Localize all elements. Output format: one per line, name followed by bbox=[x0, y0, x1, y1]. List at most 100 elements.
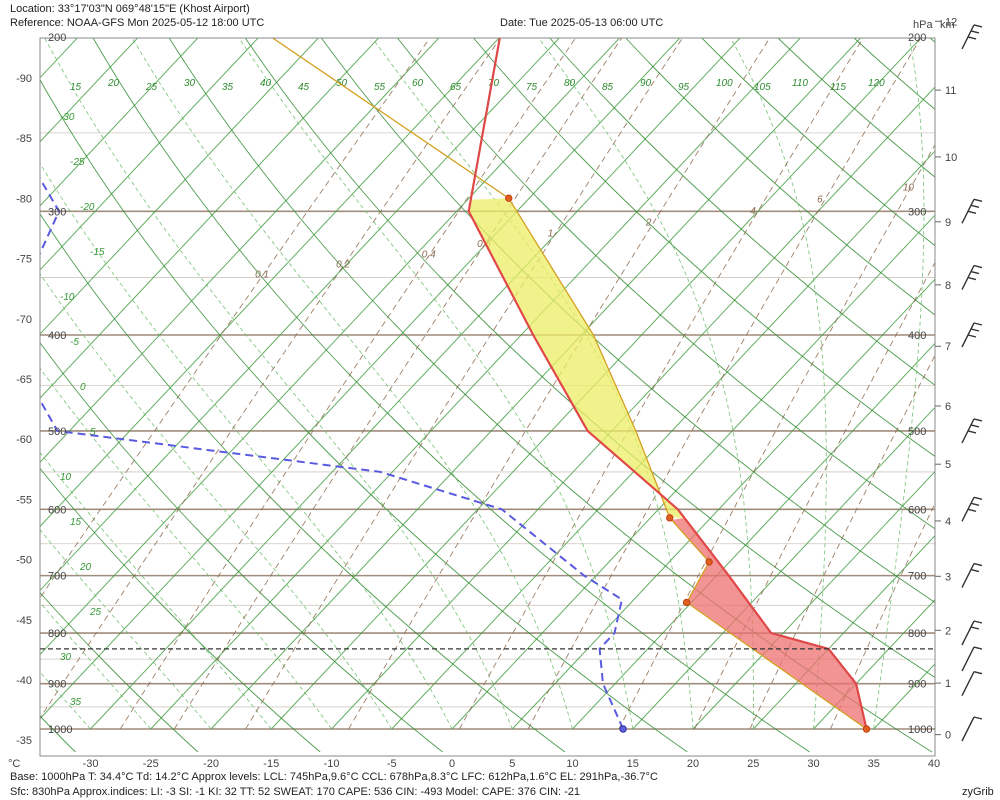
moist-adiabat-line bbox=[371, 38, 694, 730]
dry-adiabat-label: 20 bbox=[107, 78, 120, 89]
moist-adiabat-label: -15 bbox=[90, 247, 105, 258]
cin-area bbox=[671, 517, 867, 729]
isotherm-line bbox=[933, 727, 935, 730]
moist-adiabat-label: 0 bbox=[80, 382, 86, 393]
left-axis-tick-label: -60 bbox=[16, 434, 32, 446]
mixing-ratio-line bbox=[749, 354, 935, 730]
mixing-ratio-line bbox=[527, 38, 922, 730]
level-marker bbox=[862, 725, 871, 733]
moist-adiabat-label: 10 bbox=[60, 472, 72, 483]
temperature-curve bbox=[467, 38, 868, 730]
mixing-ratio-label: 10 bbox=[903, 183, 915, 194]
moist-adiabat-label: -10 bbox=[60, 292, 75, 303]
mixing-ratio-label: 0.4 bbox=[422, 249, 436, 260]
height-tick-label: 6 bbox=[945, 401, 951, 413]
moist-adiabat-line bbox=[238, 38, 634, 730]
pressure-label-right: 600 bbox=[908, 504, 926, 516]
wind-barb bbox=[961, 496, 983, 522]
parcel-curve bbox=[271, 38, 867, 730]
height-tick-label: 10 bbox=[945, 152, 957, 164]
wind-barb-feather bbox=[970, 502, 980, 506]
mixing-ratio-line bbox=[245, 38, 684, 730]
wind-barb bbox=[961, 620, 983, 646]
isotherm-line bbox=[40, 38, 560, 592]
dry-adiabat-line bbox=[40, 467, 321, 753]
dry-adiabat-line bbox=[40, 342, 443, 753]
bottom-axis-tick-label: -20 bbox=[203, 758, 219, 770]
wind-barb-feather bbox=[967, 276, 977, 281]
dry-adiabat-line bbox=[92, 38, 810, 753]
dry-adiabat-line bbox=[321, 38, 935, 604]
dewpoint-base-marker bbox=[619, 725, 627, 733]
wind-barb bbox=[961, 418, 983, 444]
wind-barb-feather bbox=[970, 30, 980, 34]
bottom-axis-tick-label: 10 bbox=[566, 758, 578, 770]
dry-adiabat-line bbox=[40, 213, 566, 753]
bottom-axis-tick-label: 20 bbox=[687, 758, 699, 770]
height-tick-label: 11 bbox=[945, 85, 956, 97]
pressure-label-left: 300 bbox=[48, 206, 66, 218]
moist-adiabat-line bbox=[40, 671, 91, 730]
dry-adiabat-line bbox=[549, 38, 935, 386]
wind-barb-feather bbox=[967, 36, 977, 40]
isotherm-line bbox=[90, 38, 741, 730]
dry-adiabat-label: 50 bbox=[336, 78, 348, 89]
wind-barb-feather bbox=[970, 270, 980, 275]
footer-indices: Sfc: 830hPa Approx.indices: LI: -3 SI: -… bbox=[10, 786, 581, 798]
wind-barb-feather bbox=[967, 430, 977, 434]
dry-adiabat-line bbox=[853, 38, 935, 110]
pressure-label-right: 400 bbox=[908, 330, 926, 342]
height-tick-label: 12 bbox=[945, 16, 957, 28]
wind-barb-shaft bbox=[961, 620, 975, 646]
pressure-label-right: 1000 bbox=[908, 724, 932, 736]
dry-adiabat-label: 75 bbox=[526, 82, 538, 93]
wind-barb-shaft bbox=[961, 563, 975, 588]
wind-barb bbox=[961, 322, 983, 348]
level-marker bbox=[666, 514, 674, 522]
mixing-ratio-line bbox=[694, 261, 935, 730]
height-tick-label: 3 bbox=[945, 571, 951, 583]
moist-adiabat-label: -25 bbox=[70, 157, 85, 168]
wind-barb-feather bbox=[973, 646, 983, 650]
km-unit-label: km bbox=[940, 19, 955, 31]
left-axis-tick-label: -80 bbox=[16, 193, 32, 205]
mixing-ratio-label: 2 bbox=[645, 217, 652, 228]
mixing-ratio-line bbox=[173, 38, 623, 730]
pressure-label-left: 700 bbox=[48, 571, 66, 583]
moist-adiabat-line bbox=[40, 273, 393, 730]
isotherm-line bbox=[572, 342, 935, 730]
mixing-ratio-line bbox=[459, 38, 864, 730]
wind-barb-shaft bbox=[961, 671, 975, 697]
pressure-label-left: 800 bbox=[48, 628, 66, 640]
bottom-axis-tick-label: 5 bbox=[509, 758, 515, 770]
isotherm-line bbox=[40, 38, 621, 656]
isotherm-line bbox=[40, 38, 440, 463]
bottom-axis-tick-label: 15 bbox=[627, 758, 639, 770]
wind-barb-shaft bbox=[961, 716, 975, 742]
dry-adiabat-label: 35 bbox=[222, 82, 234, 93]
wind-barb-feather bbox=[973, 496, 983, 500]
wind-barb-feather bbox=[970, 204, 980, 208]
dry-adiabat-label: 90 bbox=[640, 78, 652, 89]
bottom-axis-tick-label: 40 bbox=[928, 758, 940, 770]
pressure-label-left: 500 bbox=[48, 426, 66, 438]
height-tick-label: 0 bbox=[945, 730, 951, 742]
moist-adiabat-line bbox=[44, 38, 513, 730]
footer-levels: Base: 1000hPa T: 34.4°C Td: 14.2°C Appro… bbox=[10, 771, 658, 783]
mixing-ratio-label: 0.6 bbox=[477, 239, 491, 250]
brand-label: zyGrib bbox=[962, 786, 994, 798]
isotherm-line bbox=[150, 38, 801, 730]
moist-adiabat-line bbox=[40, 451, 272, 730]
isotherm-line bbox=[40, 38, 259, 271]
pressure-label-right: 200 bbox=[908, 32, 926, 44]
left-axis-tick-label: -55 bbox=[16, 494, 32, 506]
level-marker bbox=[705, 558, 713, 566]
wind-barb-feather bbox=[970, 568, 980, 573]
wind-barb-feather bbox=[970, 328, 980, 332]
left-axis-tick-label: -35 bbox=[16, 735, 32, 747]
height-tick-label: 2 bbox=[945, 625, 951, 637]
left-axis-tick-label: -70 bbox=[16, 314, 32, 326]
dry-adiabat-label: 40 bbox=[260, 78, 272, 89]
bottom-axis-tick-label: 0 bbox=[449, 758, 455, 770]
left-axis-tick-label: -45 bbox=[16, 615, 32, 627]
